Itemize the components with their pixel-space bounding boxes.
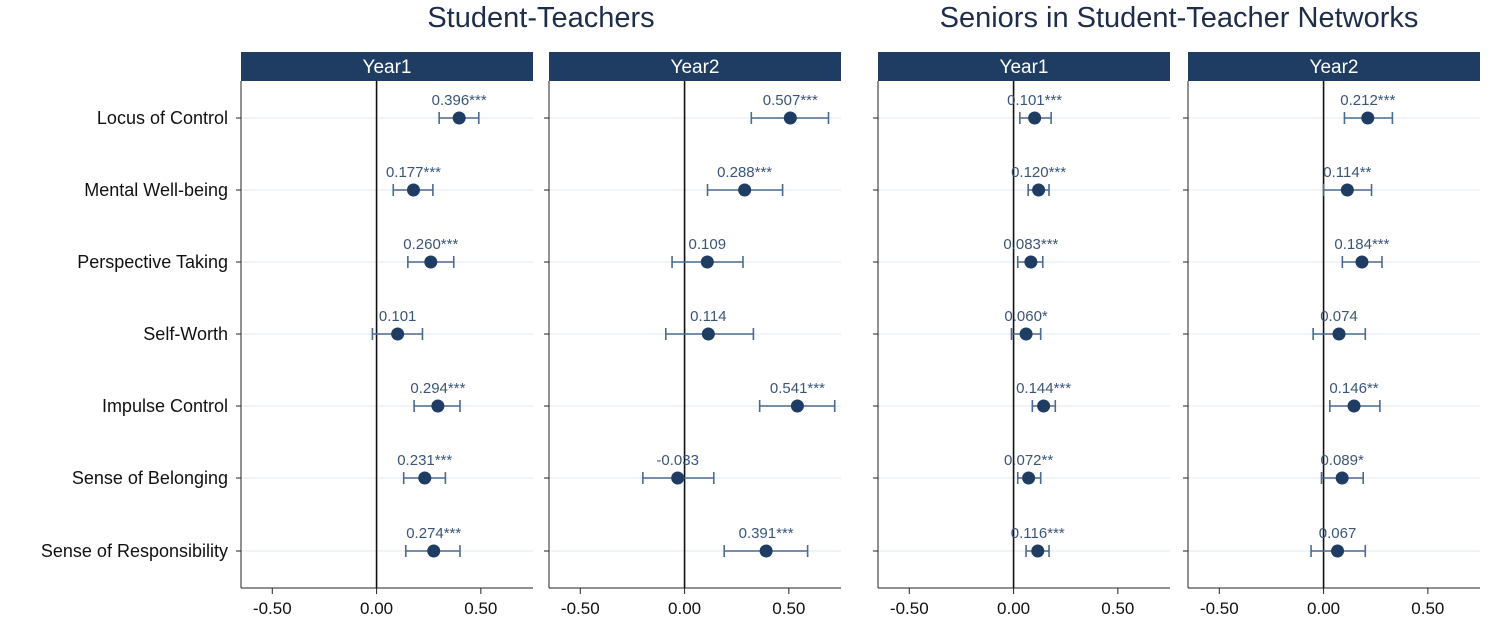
- panel-3-estimate-point: [1031, 544, 1045, 558]
- panel-4-estimate-point: [1331, 544, 1345, 558]
- panel-1-estimate-point: [391, 327, 405, 341]
- panel-2-estimate-point: [790, 399, 804, 413]
- panel-2-estimate-point: [671, 471, 685, 485]
- panel-2-x-tick-label: -0.50: [561, 599, 600, 618]
- panel-2-estimate-label: 0.114: [690, 308, 726, 325]
- panel-3-estimate-point: [1032, 183, 1046, 197]
- panel-1-estimate-point: [427, 544, 441, 558]
- group-title-student-teachers: Student-Teachers: [427, 2, 655, 34]
- panel-1-estimate-point: [418, 471, 432, 485]
- panel-4-estimate-point: [1335, 471, 1349, 485]
- panel-3-x-tick-label: 0.00: [997, 599, 1030, 618]
- panel-2-estimate-point: [738, 183, 752, 197]
- panel-2-strip: [549, 52, 841, 81]
- panel-4-estimate-point: [1340, 183, 1354, 197]
- panel-1-x-tick-label: 0.00: [360, 599, 393, 618]
- panel-4-estimate-point: [1332, 327, 1346, 341]
- panel-2-x-tick-label: 0.50: [772, 599, 805, 618]
- panel-3-x-tick-label: -0.50: [890, 599, 929, 618]
- panel-2-estimate-label: 0.541***: [770, 380, 825, 397]
- panel-1-estimate-label: 0.274***: [406, 525, 461, 542]
- panel-1-estimate-point: [406, 183, 420, 197]
- panel-2-estimate-label: 0.109: [689, 236, 727, 253]
- row-label-7: Sense of Responsibility: [41, 541, 228, 561]
- panel-1-estimate-point: [452, 111, 466, 125]
- panel-1-strip: [241, 52, 533, 81]
- group-title-seniors-networks: Seniors in Student-Teacher Networks: [939, 2, 1419, 34]
- panel-4-x-tick-label: -0.50: [1200, 599, 1239, 618]
- panel-1-estimate-point: [424, 255, 438, 269]
- panel-3-estimate-point: [1037, 399, 1051, 413]
- panel-4-x-tick-label: 0.00: [1307, 599, 1340, 618]
- panel-4-estimate-point: [1361, 111, 1375, 125]
- panel-1-estimate-label: 0.231***: [397, 452, 452, 469]
- panel-3-estimate-label: 0.072**: [1004, 452, 1053, 469]
- panel-2-estimate-label: 0.507***: [763, 92, 818, 109]
- panel-2-estimate-label: -0.033: [656, 452, 699, 469]
- panel-3-estimate-point: [1024, 255, 1038, 269]
- panel-3-x-tick-label: 0.50: [1101, 599, 1134, 618]
- panel-4-estimate-label: 0.089*: [1320, 452, 1364, 469]
- panel-4-estimate-label: 0.212***: [1340, 92, 1395, 109]
- panel-1-x-tick-label: -0.50: [253, 599, 292, 618]
- panel-4-estimate-label: 0.114**: [1323, 164, 1371, 181]
- panel-4-estimate-label: 0.074: [1320, 308, 1358, 325]
- panel-4-estimate-label: 0.146**: [1329, 380, 1378, 397]
- panel-3-estimate-label: 0.060*: [1004, 308, 1048, 325]
- panel-4-estimate-label: 0.184***: [1334, 236, 1389, 253]
- panel-2-estimate-label: 0.288***: [717, 164, 772, 181]
- row-label-2: Mental Well-being: [84, 180, 228, 200]
- panel-1-x-tick-label: 0.50: [464, 599, 497, 618]
- panel-3-estimate-point: [1019, 327, 1033, 341]
- panel-1-strip-label: Year1: [363, 57, 412, 78]
- panel-2-estimate-point: [759, 544, 773, 558]
- panel-3-estimate-label: 0.083***: [1003, 236, 1058, 253]
- panel-1-estimate-label: 0.177***: [386, 164, 441, 181]
- row-label-3: Perspective Taking: [77, 252, 228, 272]
- panel-2-x-tick-label: 0.00: [668, 599, 701, 618]
- panel-3-estimate-label: 0.101***: [1007, 92, 1062, 109]
- panel-2-estimate-point: [700, 255, 714, 269]
- panel-1-estimate-label: 0.260***: [403, 236, 458, 253]
- panel-3-estimate-label: 0.144***: [1016, 380, 1071, 397]
- panel-2-estimate-point: [783, 111, 797, 125]
- panel-1-estimate-label: 0.294***: [410, 380, 465, 397]
- panel-3-estimate-label: 0.116***: [1011, 525, 1065, 542]
- panel-4-strip-label: Year2: [1310, 57, 1359, 78]
- row-label-1: Locus of Control: [97, 108, 228, 128]
- panel-4-strip: [1188, 52, 1480, 81]
- panel-3-estimate-label: 0.120***: [1011, 164, 1066, 181]
- panel-2-estimate-point: [701, 327, 715, 341]
- panel-2-strip-label: Year2: [671, 57, 720, 78]
- row-label-6: Sense of Belonging: [72, 468, 228, 488]
- panel-1-estimate-label: 0.396***: [432, 92, 487, 109]
- panel-4-x-tick-label: 0.50: [1411, 599, 1444, 618]
- panel-4-estimate-point: [1347, 399, 1361, 413]
- panel-2-estimate-label: 0.391***: [739, 525, 794, 542]
- panel-4-estimate-point: [1355, 255, 1369, 269]
- panel-3-estimate-point: [1028, 111, 1042, 125]
- panel-1-estimate-label: 0.101: [379, 308, 417, 325]
- panel-3-estimate-point: [1022, 471, 1036, 485]
- row-label-5: Impulse Control: [102, 396, 228, 416]
- panel-3-strip-label: Year1: [1000, 57, 1049, 78]
- panel-3-strip: [878, 52, 1170, 81]
- row-label-4: Self-Worth: [143, 324, 228, 344]
- panel-1-estimate-point: [431, 399, 445, 413]
- panel-4-estimate-label: 0.067: [1319, 525, 1357, 542]
